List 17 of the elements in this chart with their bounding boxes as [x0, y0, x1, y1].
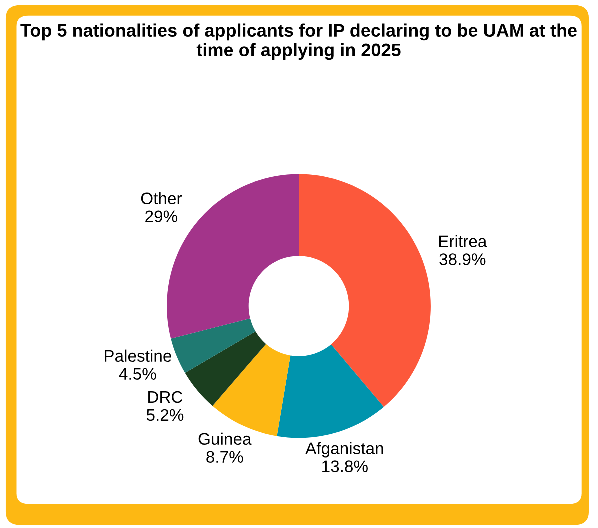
data-label: 13.8%	[322, 460, 368, 472]
slice-label: DRC	[148, 391, 183, 404]
chart-title: Top 5 nationalities of applicants for IP declaring to be UAM at the time of applying in 2025	[20, 24, 577, 60]
slice-label: Afganistan	[306, 442, 384, 458]
slice-label: Palestine	[105, 350, 172, 362]
data-label: 8.7%	[206, 451, 244, 464]
donut-slice	[277, 344, 384, 438]
data-label: 38.9%	[440, 254, 486, 266]
data-label: 4.5%	[119, 368, 156, 380]
slice-label: Guinea	[198, 432, 252, 446]
donut-slice	[171, 318, 256, 374]
donut-slice	[299, 174, 431, 408]
data-label: 5.2%	[146, 409, 184, 422]
donut-slice	[185, 332, 266, 406]
slice-label: Eritrea	[439, 235, 488, 248]
slice-label: Other	[141, 192, 182, 205]
data-label: 29%	[146, 210, 178, 223]
